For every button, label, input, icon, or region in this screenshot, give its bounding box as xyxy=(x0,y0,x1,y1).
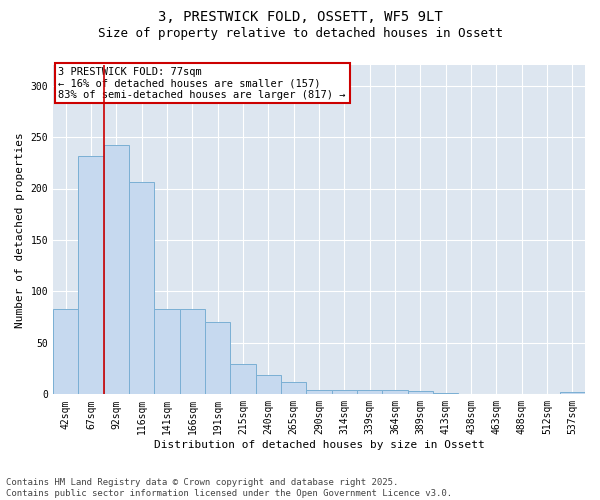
Bar xyxy=(79,156,104,394)
Bar xyxy=(205,322,230,394)
Bar xyxy=(53,309,79,394)
Bar xyxy=(256,375,281,394)
Bar xyxy=(332,390,357,394)
Y-axis label: Number of detached properties: Number of detached properties xyxy=(15,132,25,328)
Bar xyxy=(307,390,332,394)
X-axis label: Distribution of detached houses by size in Ossett: Distribution of detached houses by size … xyxy=(154,440,484,450)
Text: Contains HM Land Registry data © Crown copyright and database right 2025.
Contai: Contains HM Land Registry data © Crown c… xyxy=(6,478,452,498)
Text: 3, PRESTWICK FOLD, OSSETT, WF5 9LT: 3, PRESTWICK FOLD, OSSETT, WF5 9LT xyxy=(158,10,442,24)
Bar xyxy=(357,390,382,394)
Bar xyxy=(560,392,585,394)
Bar xyxy=(179,309,205,394)
Bar xyxy=(230,364,256,394)
Bar xyxy=(129,182,154,394)
Text: 3 PRESTWICK FOLD: 77sqm
← 16% of detached houses are smaller (157)
83% of semi-d: 3 PRESTWICK FOLD: 77sqm ← 16% of detache… xyxy=(58,66,346,100)
Bar xyxy=(154,309,179,394)
Text: Size of property relative to detached houses in Ossett: Size of property relative to detached ho… xyxy=(97,28,503,40)
Bar xyxy=(104,146,129,394)
Bar xyxy=(407,391,433,394)
Bar xyxy=(281,382,307,394)
Bar xyxy=(382,390,407,394)
